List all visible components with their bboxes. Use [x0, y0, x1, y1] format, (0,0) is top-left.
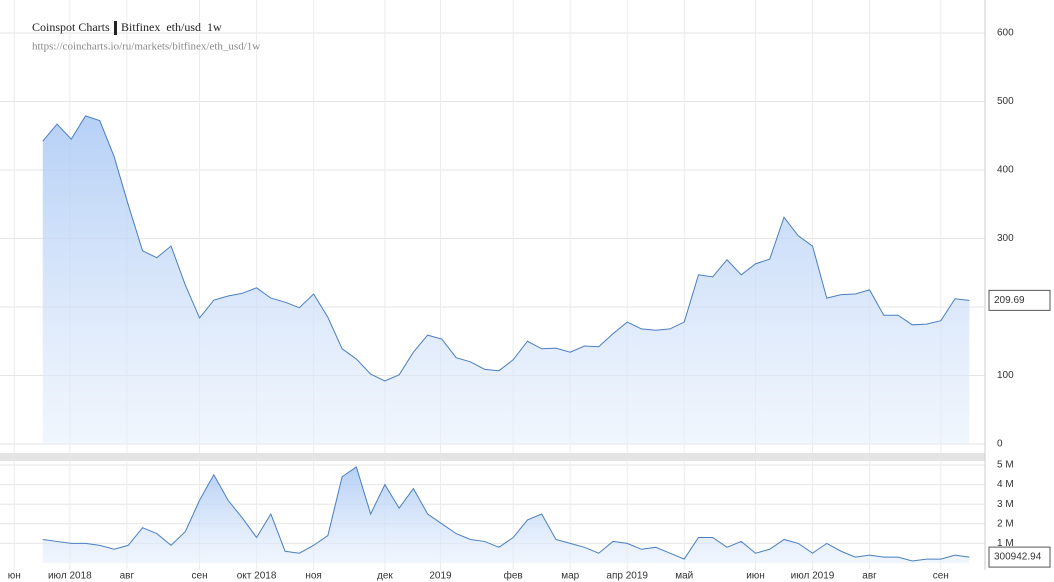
x-tick-label: июн [746, 571, 765, 582]
y-tick-label: 100 [997, 370, 1014, 381]
y-tick-label: 500 [997, 96, 1014, 107]
x-tick-label: май [675, 571, 693, 582]
x-tick-label: июл 2018 [48, 571, 92, 582]
x-tick-label: фев [504, 570, 523, 582]
last-value-box [988, 546, 1051, 568]
y-tick-label: 600 [997, 28, 1014, 39]
x-tick-label: авг [862, 571, 877, 582]
y-tick-label: 4 M [997, 479, 1014, 490]
y-tick-label: 3 M [997, 499, 1014, 510]
source-url: https://coincharts.io/ru/markets/bitfine… [32, 41, 260, 53]
x-tick-label: окт 2018 [237, 571, 277, 582]
last-value-box [988, 289, 1051, 311]
y-tick-label: 300 [997, 233, 1014, 244]
last-value-label: 300942.94 [994, 552, 1042, 563]
chart-title: Coinspot Charts [32, 20, 110, 34]
y-tick-label: 0 [997, 439, 1003, 450]
x-tick-label: апр 2019 [606, 571, 648, 582]
panel-separator [0, 453, 985, 461]
y-tick-label: 1 M [997, 538, 1014, 549]
x-tick-label: ноя [305, 571, 322, 582]
last-value-label: 209.69 [994, 295, 1025, 306]
chart-subtitle: Bitfinex eth/usd 1w [121, 20, 222, 34]
x-tick-label: дек [377, 571, 393, 582]
area-fill [42, 466, 970, 563]
y-tick-label: 400 [997, 165, 1014, 176]
x-tick-label: мар [561, 571, 579, 582]
series-line [42, 115, 970, 382]
x-tick-label: 2019 [429, 571, 452, 582]
area-fill [42, 115, 970, 444]
series-line [42, 466, 970, 562]
title-divider [114, 21, 117, 35]
x-tick-label: июл 2019 [791, 571, 835, 582]
y-tick-label: 2 M [997, 518, 1014, 529]
x-tick-label: юн [8, 571, 21, 582]
x-tick-label: сен [933, 571, 949, 582]
x-tick-label: авг [120, 571, 135, 582]
y-tick-label: 5 M [997, 460, 1014, 471]
x-tick-label: сен [192, 571, 208, 582]
